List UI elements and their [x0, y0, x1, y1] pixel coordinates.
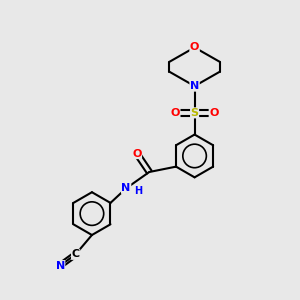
Text: C: C	[71, 249, 80, 259]
Text: H: H	[134, 186, 142, 196]
Text: N: N	[56, 261, 65, 271]
Text: N: N	[190, 81, 199, 91]
Text: O: O	[209, 108, 219, 118]
Text: O: O	[171, 108, 180, 118]
Text: S: S	[190, 108, 199, 118]
Text: O: O	[132, 148, 142, 159]
Text: O: O	[190, 43, 199, 52]
Text: N: N	[122, 183, 131, 193]
